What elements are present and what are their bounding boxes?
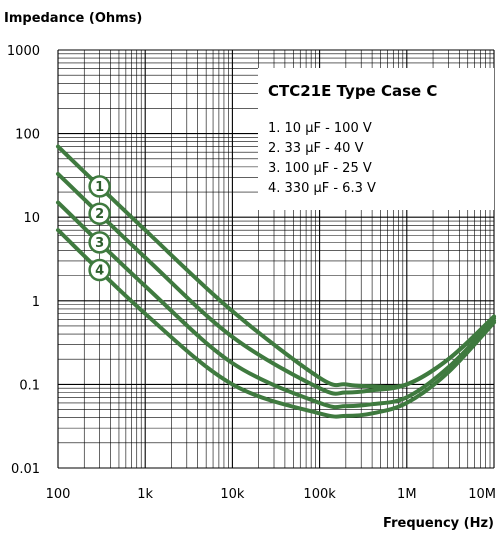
curve-marker-1 xyxy=(88,175,111,198)
impedance-curve-4 xyxy=(56,228,496,419)
x-axis-label: Frequency (Hz) xyxy=(383,516,494,531)
x-tick-label: 1k xyxy=(137,487,153,502)
impedance-curve-2 xyxy=(56,171,496,396)
x-tick-label: 10M xyxy=(468,487,496,502)
y-tick-label: 100 xyxy=(15,128,40,143)
y-axis-label: Impedance (Ohms) xyxy=(4,11,142,26)
impedance-curve-3 xyxy=(56,200,496,410)
x-tick-label: 100 xyxy=(46,487,71,502)
legend-entry-3: 3. 100 µF - 25 V xyxy=(268,161,372,176)
curve-markers: 1 2 3 4 xyxy=(88,175,111,282)
curve-marker-3 xyxy=(88,231,111,254)
legend-title: CTC21E Type Case C xyxy=(268,82,437,100)
curve-marker-label-2: 2 xyxy=(95,207,104,222)
curve-marker-label-4: 4 xyxy=(95,264,104,279)
legend-box xyxy=(258,68,494,210)
legend-entry-4: 4. 330 µF - 6.3 V xyxy=(268,181,376,196)
x-tick-label: 100k xyxy=(303,487,336,502)
curve-marker-label-3: 3 xyxy=(95,236,104,251)
curve-marker-2 xyxy=(88,202,111,225)
y-tick-label: 0.01 xyxy=(11,462,40,477)
y-tick-label: 1000 xyxy=(7,44,40,59)
curves xyxy=(56,144,496,419)
y-tick-labels: 1000 100 10 1 0.1 0.01 xyxy=(7,44,40,477)
curve-marker-4 xyxy=(88,258,111,282)
y-tick-label: 10 xyxy=(23,211,40,226)
legend: CTC21E Type Case C 1. 10 µF - 100 V 2. 33… xyxy=(258,68,494,210)
y-tick-label: 0.1 xyxy=(19,378,40,393)
x-tick-label: 10k xyxy=(220,487,245,502)
curve-marker-label-1: 1 xyxy=(95,180,104,195)
legend-entry-2: 2. 33 µF - 40 V xyxy=(268,141,364,156)
x-tick-labels: 100 1k 10k 100k 1M 10M xyxy=(46,487,496,502)
y-tick-label: 1 xyxy=(32,295,40,310)
x-tick-label: 1M xyxy=(397,487,417,502)
legend-entry-1: 1. 10 µF - 100 V xyxy=(268,121,372,136)
